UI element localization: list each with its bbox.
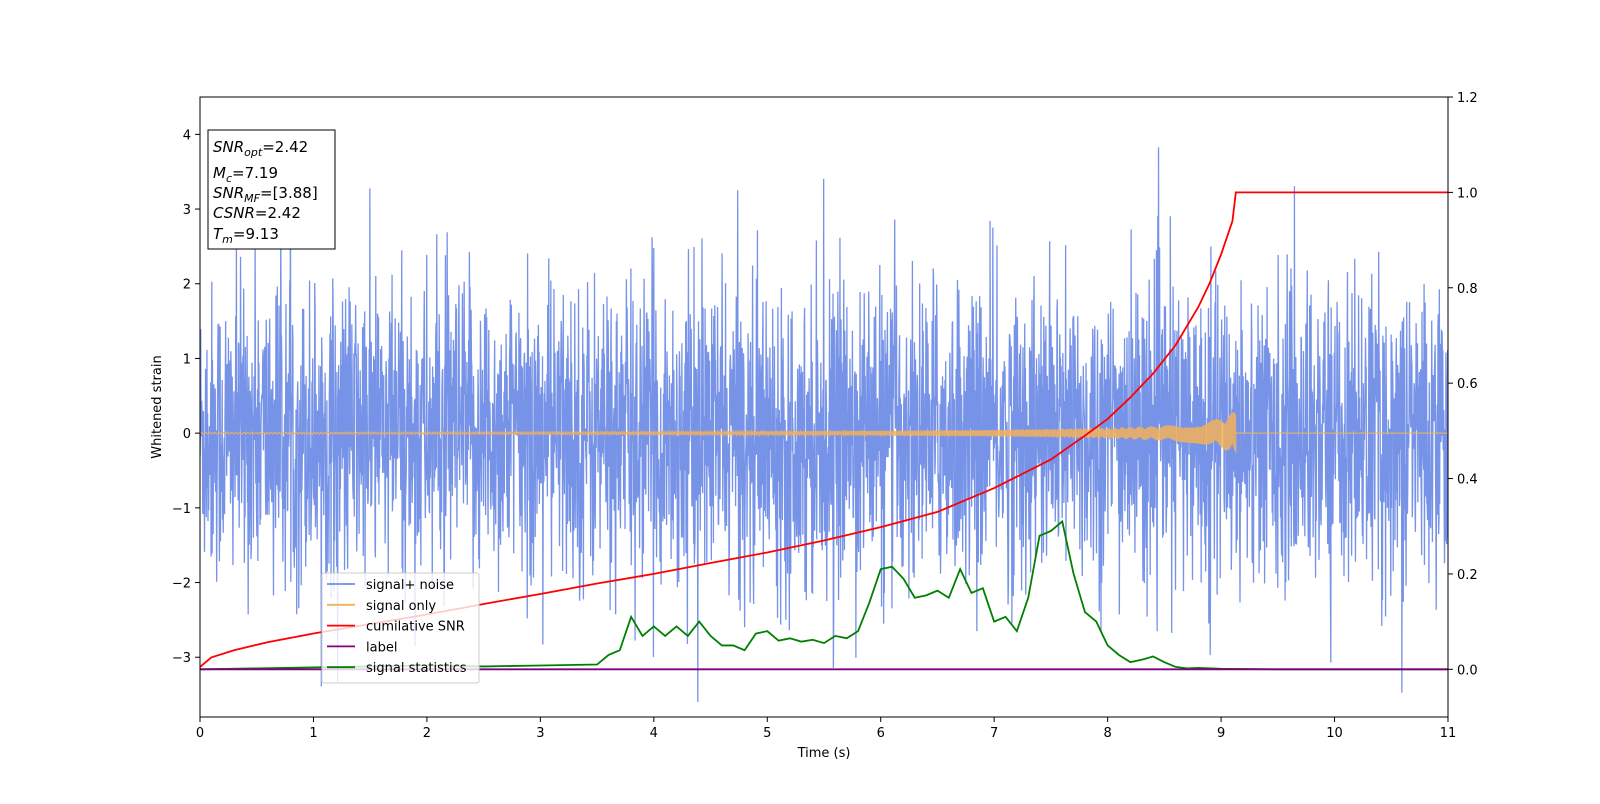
y-right-tick-label: 0.0 — [1457, 663, 1478, 678]
y-left-tick-label: 4 — [183, 128, 191, 143]
x-tick-label: 7 — [990, 726, 998, 741]
signal-only-line — [200, 412, 1448, 454]
legend-entry: cumilative SNR — [366, 620, 465, 635]
legend-entry: signal only — [366, 599, 436, 614]
info-mc: Mc=7.19 — [213, 164, 278, 185]
y-right-tick-label: 0.4 — [1457, 473, 1478, 488]
x-tick-label: 8 — [1103, 726, 1111, 741]
legend-entry: signal+ noise — [366, 578, 454, 593]
plot-frame — [199, 96, 1449, 718]
y-axis-label: Whitened strain — [150, 355, 165, 458]
x-tick-label: 1 — [309, 726, 317, 741]
y-right-tick-label: 0.2 — [1457, 568, 1478, 583]
x-tick-label: 9 — [1217, 726, 1225, 741]
y-left-tick-label: 3 — [183, 203, 191, 218]
y-left-tick-label: −3 — [172, 651, 191, 666]
signal-statistics-trace — [200, 519, 1448, 671]
x-tick-label: 3 — [536, 726, 544, 741]
y-left-tick-label: −1 — [172, 502, 191, 517]
x-tick-label: 2 — [423, 726, 431, 741]
x-tick-label: 6 — [877, 726, 885, 741]
legend: signal+ noise signal only cumilative SNR la… — [321, 572, 480, 684]
info-tm: Tm=9.13 — [213, 225, 279, 246]
y-right-tick-label: 0.6 — [1457, 377, 1478, 392]
y-left-tick-label: −2 — [172, 577, 191, 592]
y-axis-right-ticks: 0.0 0.2 0.4 0.6 0.8 1.0 1.2 — [1448, 91, 1478, 678]
x-tick-label: 10 — [1326, 726, 1343, 741]
info-snr-mf: SNRMF=[3.88] — [213, 184, 318, 205]
info-box: SNRopt=2.42 Mc=7.19 SNRMF=[3.88] CSNR=2.… — [207, 129, 336, 250]
x-tick-label: 0 — [196, 726, 204, 741]
x-tick-label: 4 — [650, 726, 658, 741]
y-left-tick-label: 0 — [183, 427, 191, 442]
x-tick-label: 5 — [763, 726, 771, 741]
x-axis-ticks: 0 1 2 3 4 5 6 7 8 9 10 11 — [196, 717, 1456, 741]
signal-statistics-line — [200, 519, 1448, 671]
info-snr-opt: SNRopt=2.42 — [213, 138, 308, 159]
info-csnr: CSNR=2.42 — [213, 204, 301, 222]
x-axis-label: Time (s) — [797, 746, 851, 761]
legend-entry: label — [366, 640, 397, 655]
y-right-tick-label: 1.0 — [1457, 186, 1478, 201]
y-left-tick-label: 2 — [183, 278, 191, 293]
y-right-tick-label: 0.8 — [1457, 282, 1478, 297]
y-left-tick-label: 1 — [183, 352, 191, 367]
y-axis-left-ticks: −3 −2 −1 0 1 2 3 4 — [172, 128, 200, 666]
legend-entry: signal statistics — [366, 661, 467, 676]
x-tick-label: 11 — [1440, 726, 1457, 741]
y-right-tick-label: 1.2 — [1457, 91, 1478, 106]
signal-only-trace — [200, 412, 1448, 454]
